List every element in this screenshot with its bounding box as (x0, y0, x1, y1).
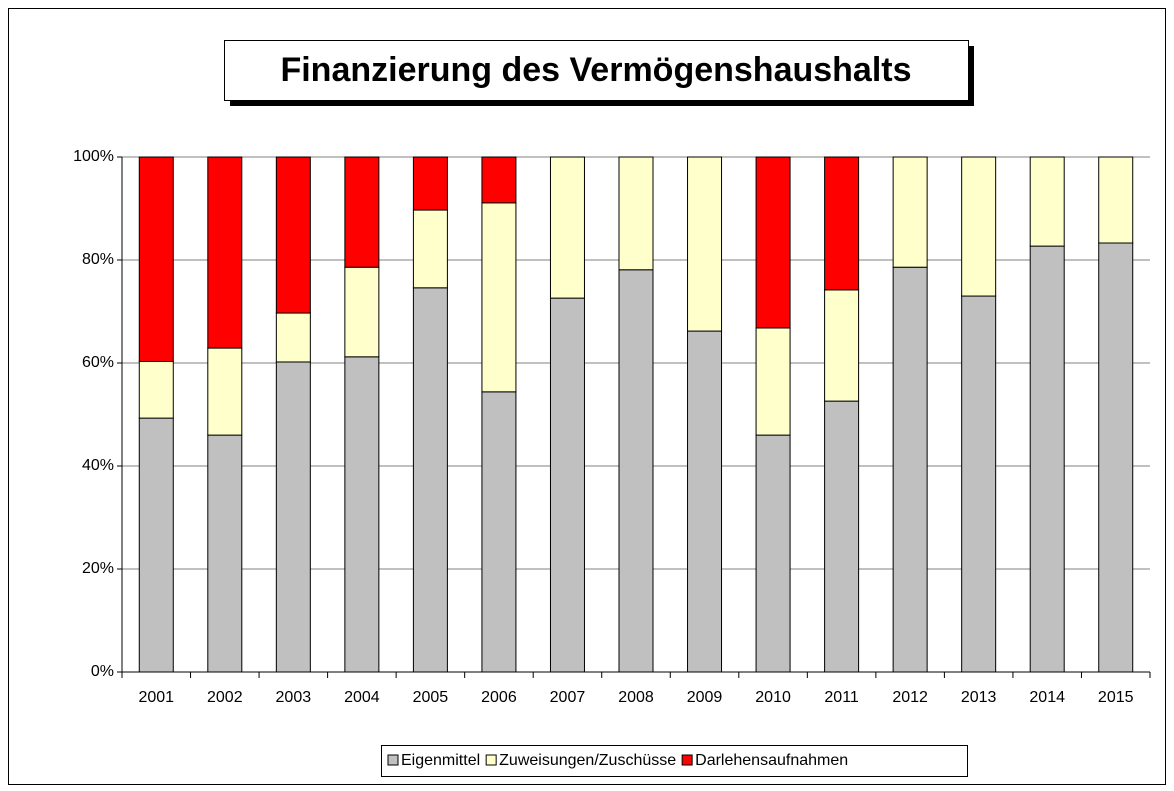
x-tick-label: 2009 (687, 689, 723, 706)
bar-segment (138, 360, 174, 419)
bar-segment (824, 400, 860, 673)
bar-segment (1098, 242, 1134, 673)
bar-segment (481, 391, 517, 673)
bar-segment (344, 266, 380, 358)
bar-segment (275, 312, 311, 363)
bar-segment (344, 356, 380, 673)
bar-segment (1098, 156, 1134, 244)
bar-segment (138, 156, 174, 362)
bar-segment (481, 202, 517, 393)
y-tick-label: 80% (82, 251, 114, 268)
bar-segment (1029, 156, 1065, 247)
bar-segment (892, 266, 928, 673)
bar-segment (412, 209, 448, 289)
x-tick-label: 2014 (1029, 689, 1065, 706)
legend-swatch (681, 754, 693, 766)
bar-segment (412, 156, 448, 211)
bar-segment (207, 156, 243, 349)
bar-segment (755, 327, 791, 436)
bar-segment (549, 156, 585, 299)
bar-segment (687, 156, 723, 332)
x-tick-label: 2010 (755, 689, 791, 706)
bar-segment (824, 289, 860, 402)
legend-label: Darlehensaufnahmen (695, 752, 848, 769)
y-tick-label: 40% (82, 457, 114, 474)
bar-segment (618, 156, 654, 271)
legend-label: Zuweisungen/Zuschüsse (499, 752, 676, 769)
bar-segment (138, 417, 174, 673)
x-tick-label: 2008 (618, 689, 654, 706)
bar-segment (961, 156, 997, 297)
x-tick-label: 2007 (550, 689, 586, 706)
y-tick-label: 20% (82, 560, 114, 577)
x-tick-label: 2006 (481, 689, 517, 706)
legend-box (381, 745, 968, 777)
bar-segment (275, 156, 311, 314)
bar-segment (207, 434, 243, 673)
bar-segment (549, 297, 585, 673)
x-tick-label: 2002 (207, 689, 243, 706)
bar-segment (275, 361, 311, 673)
y-tick-label: 60% (82, 354, 114, 371)
x-tick-label: 2003 (276, 689, 312, 706)
bar-segment (687, 330, 723, 673)
bar-segment (481, 156, 517, 204)
bar-segment (618, 269, 654, 673)
y-tick-label: 0% (91, 663, 114, 680)
bar-segment (412, 287, 448, 673)
bar-segment (1029, 245, 1065, 673)
title-box (224, 40, 969, 101)
x-tick-label: 2011 (824, 689, 859, 706)
bar-segment (961, 295, 997, 673)
legend-swatch (387, 754, 399, 766)
bar-segment (755, 434, 791, 673)
x-tick-label: 2013 (961, 689, 997, 706)
y-tick-label: 100% (73, 148, 114, 165)
x-tick-label: 2004 (344, 689, 380, 706)
bar-segment (824, 156, 860, 291)
bar-segment (892, 156, 928, 268)
legend-swatch (485, 754, 497, 766)
x-tick-label: 2005 (413, 689, 449, 706)
legend-label: Eigenmittel (401, 752, 480, 769)
x-tick-label: 2001 (138, 689, 174, 706)
x-tick-label: 2012 (892, 689, 928, 706)
bar-segment (344, 156, 380, 268)
x-tick-label: 2015 (1098, 689, 1134, 706)
bar-segment (207, 347, 243, 436)
bar-segment (755, 156, 791, 329)
chart-title: Finanzierung des Vermögenshaushalts (280, 51, 911, 89)
